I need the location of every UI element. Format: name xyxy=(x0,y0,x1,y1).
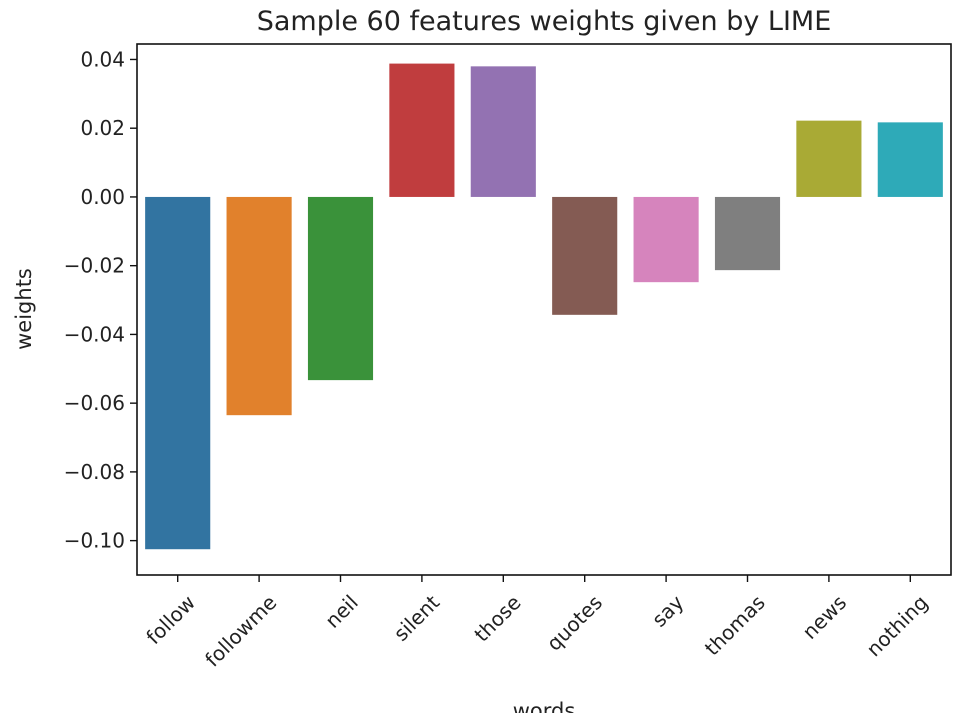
bar-silent xyxy=(389,63,455,197)
y-tick-label: 0.02 xyxy=(80,116,125,140)
y-tick-label: −0.06 xyxy=(64,391,125,415)
y-tick-label: −0.04 xyxy=(64,322,125,346)
bar-neil xyxy=(307,196,374,381)
chart-title: Sample 60 features weights given by LIME xyxy=(257,6,832,37)
y-axis-label: weights xyxy=(12,268,36,350)
bar-news xyxy=(796,120,862,197)
bar-nothing xyxy=(877,122,943,197)
plot-frame xyxy=(136,43,952,576)
bars-group xyxy=(145,63,943,550)
x-tick-label-nothing: nothing xyxy=(862,590,933,661)
bar-quotes xyxy=(552,196,618,315)
bar-follow xyxy=(145,196,211,550)
y-tick-label: −0.02 xyxy=(64,254,125,278)
bar-followme xyxy=(226,196,292,416)
y-tick-label: 0.00 xyxy=(80,185,125,209)
bar-those xyxy=(470,66,536,197)
x-tick-label-follow: follow xyxy=(141,590,200,649)
x-tick-label-quotes: quotes xyxy=(542,590,607,655)
x-axis: follow followme neil silent those quotes say th… xyxy=(141,575,933,671)
y-tick-label: 0.04 xyxy=(80,47,125,71)
x-tick-label-followme: followme xyxy=(200,590,281,671)
bar-thomas xyxy=(714,196,781,271)
x-tick-label-say: say xyxy=(647,590,688,631)
x-tick-label-thomas: thomas xyxy=(700,590,770,660)
x-tick-label-neil: neil xyxy=(320,590,362,632)
y-tick-label: −0.10 xyxy=(64,529,125,553)
y-axis: 0.04 0.02 0.00 −0.02 −0.04 −0.06 −0.08 −0.10 xyxy=(64,47,137,553)
x-axis-label: words xyxy=(513,699,576,713)
x-tick-label-news: news xyxy=(798,590,852,644)
y-tick-label: −0.08 xyxy=(64,460,125,484)
x-tick-label-those: those xyxy=(469,590,525,646)
x-tick-label-silent: silent xyxy=(389,590,445,646)
bar-say xyxy=(633,196,699,283)
